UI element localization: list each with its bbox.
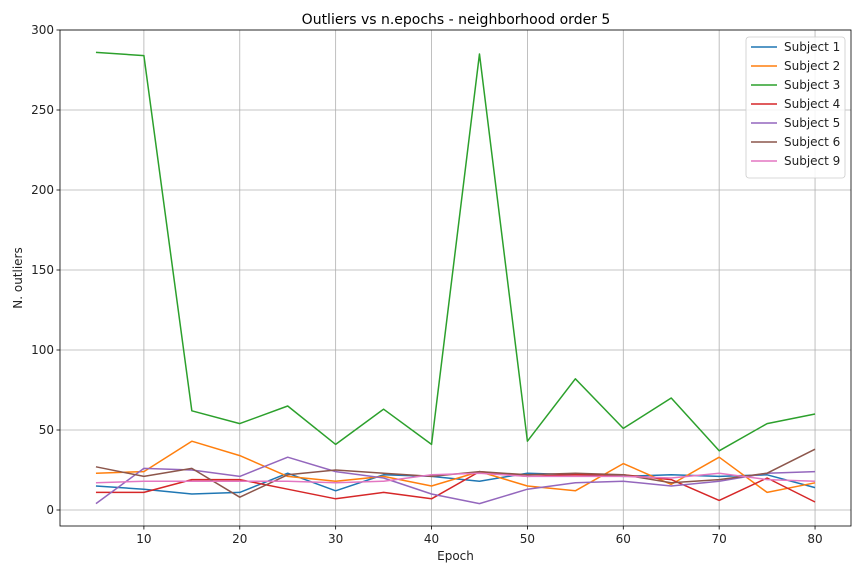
x-tick-label: 10 — [136, 532, 151, 546]
series-lines — [95, 51, 816, 505]
series-line-subject-2 — [95, 440, 816, 494]
legend-label-subject-5: Subject 5 — [784, 116, 840, 130]
x-tick-label: 70 — [712, 532, 727, 546]
gridlines — [60, 29, 851, 526]
legend-label-subject-6: Subject 6 — [784, 135, 840, 149]
series-line-subject-4 — [95, 470, 816, 503]
x-tick-label: 30 — [328, 532, 343, 546]
legend-label-subject-9: Subject 9 — [784, 154, 840, 168]
legend-label-subject-2: Subject 2 — [784, 59, 840, 73]
y-tick-label: 100 — [31, 343, 54, 357]
y-axis-label: N. outliers — [11, 247, 25, 309]
y-tick-label: 50 — [39, 423, 54, 437]
chart-title: Outliers vs n.epochs - neighborhood orde… — [302, 12, 611, 28]
y-tick-label: 0 — [46, 503, 54, 517]
legend: Subject 1 Subject 2 Subject 3 Subject 4 Subj… — [745, 36, 846, 179]
x-tick-label: 40 — [424, 532, 439, 546]
y-tick-label: 150 — [31, 263, 54, 277]
legend-label-subject-3: Subject 3 — [784, 78, 840, 92]
series-line-subject-5 — [95, 456, 816, 505]
axis-ticks: 10 20 30 40 50 60 70 80 0 50 100 150 200 250 300 — [31, 23, 823, 546]
y-tick-label: 200 — [31, 183, 54, 197]
x-tick-label: 80 — [807, 532, 822, 546]
y-tick-label: 250 — [31, 103, 54, 117]
axes-frame — [59, 29, 852, 527]
x-axis-label: Epoch — [437, 549, 474, 563]
x-tick-label: 20 — [232, 532, 247, 546]
series-line-subject-3 — [95, 51, 816, 452]
series-line-subject-9 — [95, 472, 816, 484]
legend-label-subject-4: Subject 4 — [784, 97, 840, 111]
y-tick-label: 300 — [31, 23, 54, 37]
x-tick-label: 60 — [616, 532, 631, 546]
legend-label-subject-1: Subject 1 — [784, 40, 840, 54]
x-tick-label: 50 — [520, 532, 535, 546]
